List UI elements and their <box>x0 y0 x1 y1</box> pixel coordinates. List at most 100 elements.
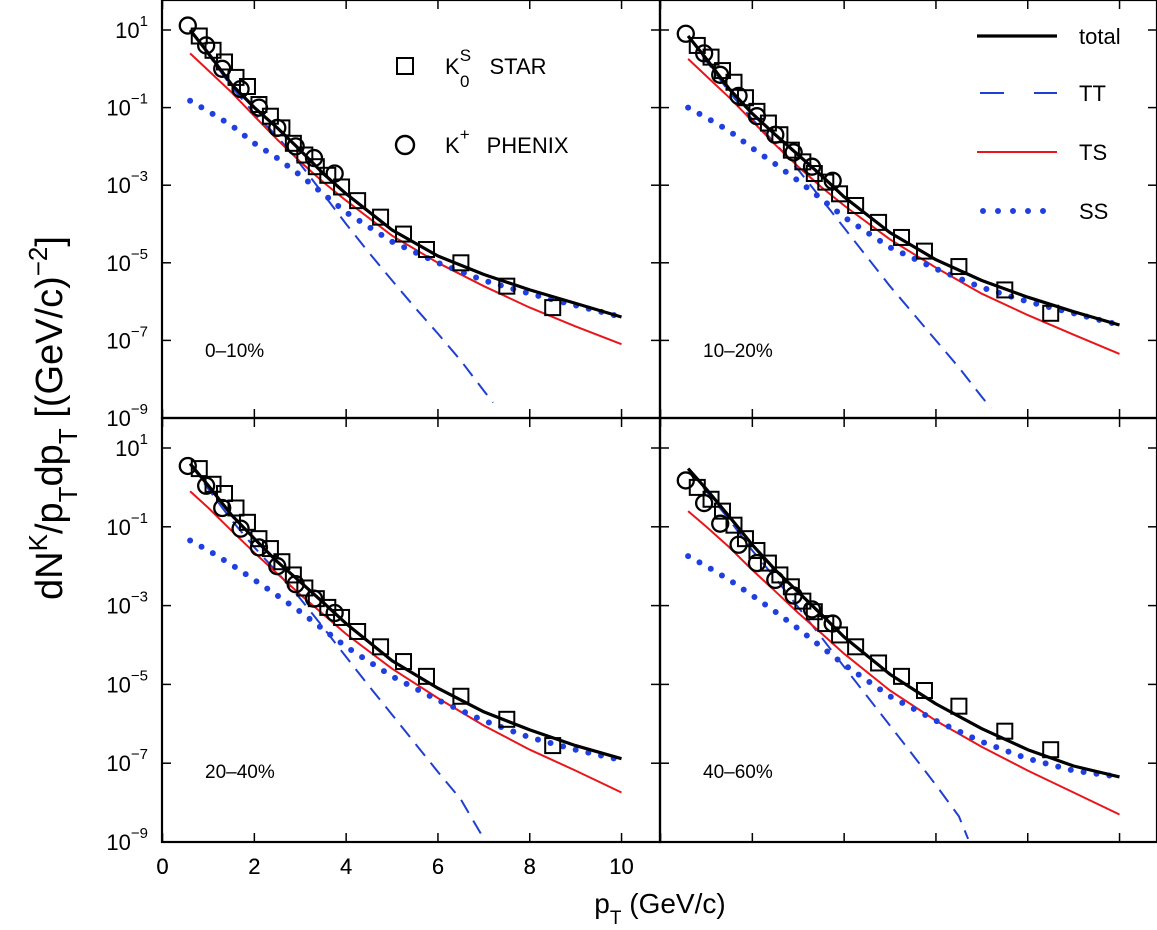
phenix-point <box>178 16 197 35</box>
centrality-label: 40–60% <box>703 762 773 783</box>
star-point <box>725 516 743 534</box>
x-tick-label: 10 <box>609 854 633 879</box>
curve-ts <box>189 490 622 794</box>
phenix-point <box>325 164 344 183</box>
phenix-point <box>178 456 197 476</box>
star-point <box>372 638 390 656</box>
phenix-point <box>823 171 842 190</box>
legend-curve-label: SS <box>1079 199 1108 224</box>
phenix-point <box>249 538 269 557</box>
phenix-point <box>268 118 287 138</box>
legend-circle-marker <box>394 134 416 156</box>
star-point <box>307 158 325 176</box>
star-point <box>996 722 1014 740</box>
phenix-point <box>197 476 216 495</box>
y-tick-labels: 10110−110−310−510−710−910110−110−310−510… <box>106 13 148 855</box>
phenix-point <box>676 24 695 43</box>
star-point <box>227 68 245 86</box>
y-axis-title: dNK/pTdpT [(GeV/c)−2] <box>23 236 83 600</box>
phenix-point <box>304 589 324 608</box>
phenix-point <box>286 575 305 594</box>
star-point <box>782 141 800 159</box>
x-tick-label: 10 <box>609 854 633 879</box>
phenix-point <box>286 137 305 156</box>
curve-ss <box>187 537 625 764</box>
star-point <box>372 208 390 226</box>
star-point <box>395 653 413 671</box>
y-tick-label: 10−5 <box>106 667 148 697</box>
star-point <box>870 654 888 672</box>
star-point <box>498 710 516 728</box>
y-tick-label: 10−9 <box>106 825 148 855</box>
phenix-point <box>747 553 767 573</box>
phenix-point <box>249 98 269 117</box>
star-point <box>915 682 933 700</box>
centrality-label: 10–20% <box>703 341 773 362</box>
x-tick-label: 4 <box>340 854 352 879</box>
x-tick-label: 6 <box>432 854 444 879</box>
y-tick-label: 101 <box>115 13 148 43</box>
x-axis-title: pT (GeV/c) <box>594 888 725 929</box>
legend-data-label: K+ PHENIX <box>445 125 569 158</box>
legend-square-marker <box>396 57 414 75</box>
star-point <box>893 228 911 246</box>
star-point <box>261 540 279 558</box>
star-point <box>893 667 911 685</box>
legend-data-label: KS 0STAR <box>445 46 547 91</box>
star-point <box>452 254 470 272</box>
y-tick-label: 10−5 <box>106 246 148 276</box>
x-tick-label: 4 <box>340 854 352 879</box>
legend-curve-label: TS <box>1079 140 1107 165</box>
centrality-label: 0–10% <box>205 341 264 362</box>
phenix-point <box>676 471 695 490</box>
star-point <box>805 603 823 621</box>
star-point <box>782 578 800 596</box>
star-point <box>452 687 470 705</box>
phenix-point <box>197 36 216 55</box>
star-point <box>714 62 732 80</box>
panel-1: 0–10% <box>160 0 662 420</box>
phenix-point <box>231 79 250 99</box>
star-point <box>915 242 933 260</box>
phenix-point <box>766 125 785 144</box>
curve-tt <box>687 467 970 840</box>
y-tick-label: 10−7 <box>106 746 148 776</box>
curve-total <box>686 467 1120 779</box>
panel-4: 40–60% <box>658 416 1157 844</box>
phenix-point <box>695 44 714 63</box>
star-point <box>794 153 812 171</box>
ticks <box>161 418 660 843</box>
star-point <box>273 553 291 571</box>
curve-total <box>686 35 1120 327</box>
phenix-point <box>729 86 748 106</box>
star-point <box>817 173 835 191</box>
star-point <box>349 192 367 210</box>
phenix-point <box>747 107 767 126</box>
star-point <box>349 623 367 641</box>
star-point <box>296 579 314 597</box>
x-tick-label: 0 <box>156 854 168 879</box>
phenix-point <box>802 600 822 619</box>
star-point <box>544 299 562 317</box>
phenix-point <box>823 614 842 633</box>
legend-curve-label: TT <box>1079 81 1106 106</box>
star-point <box>950 258 968 276</box>
star-point <box>190 460 208 478</box>
y-tick-label: 101 <box>115 431 148 461</box>
curve-total <box>188 462 622 761</box>
curve-ss <box>685 104 1123 328</box>
x-tick-label: 2 <box>248 854 260 879</box>
legend: KS 0STAR K+ PHENIX total TT TS SS <box>394 24 1121 224</box>
phenix-point <box>766 570 785 590</box>
phenix-point <box>695 493 714 513</box>
y-tick-label: 10−3 <box>106 168 148 198</box>
star-point <box>688 478 706 496</box>
star-point <box>714 502 732 520</box>
centrality-label: 20–40% <box>205 762 275 783</box>
star-point <box>250 530 268 548</box>
x-tick-label: 0 <box>156 854 168 879</box>
star-point <box>498 277 516 295</box>
phenix-point <box>711 65 730 84</box>
star-point <box>847 638 865 656</box>
